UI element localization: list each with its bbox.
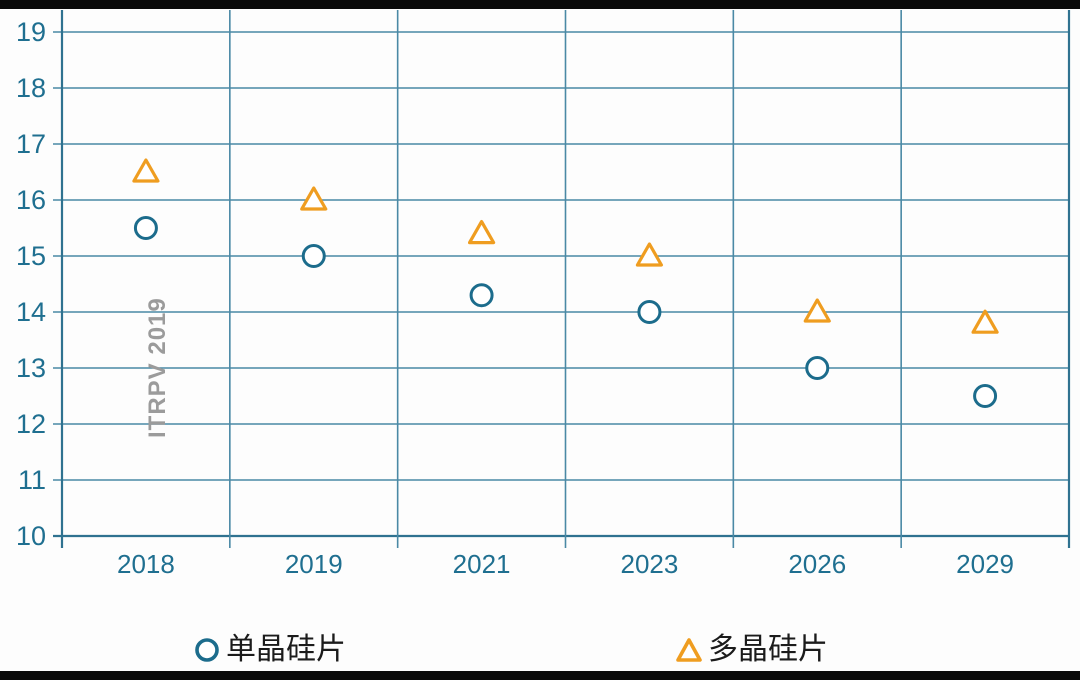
x-tick-label: 2021 — [453, 549, 511, 579]
triangle-marker-icon — [676, 638, 702, 662]
y-tick-label: 18 — [16, 73, 46, 103]
circle-marker-icon — [195, 638, 219, 662]
data-point-circle-mono — [469, 283, 494, 308]
data-point-triangle-poly — [300, 186, 328, 211]
y-tick-label: 17 — [16, 129, 46, 159]
y-tick-label: 19 — [16, 17, 46, 47]
x-tick-label: 2023 — [620, 549, 678, 579]
y-tick-label: 11 — [18, 465, 46, 495]
legend-label-poly-wafer: 多晶硅片 — [708, 633, 828, 666]
y-tick-label: 12 — [16, 409, 46, 439]
data-point-circle-mono — [637, 300, 662, 324]
data-point-circle-mono — [301, 244, 326, 268]
legend-item-poly-wafer: 多晶硅片 — [676, 630, 828, 670]
legend: 单晶硅片 多晶硅片 — [0, 630, 1080, 670]
chart-annotation-itrpv: ITRPV 2019 — [144, 297, 171, 438]
y-tick-label: 14 — [16, 297, 46, 327]
x-tick-label: 2029 — [956, 549, 1014, 579]
y-tick-label: 16 — [16, 185, 46, 215]
y-tick-label: 13 — [16, 353, 46, 383]
y-tick-label: 15 — [16, 241, 46, 271]
data-point-triangle-poly — [803, 298, 831, 323]
data-point-circle-mono — [805, 356, 830, 380]
y-tick-label: 10 — [16, 521, 46, 551]
data-point-circle-mono — [133, 216, 158, 240]
data-point-triangle-poly — [132, 158, 160, 183]
legend-label-mono-wafer: 单晶硅片 — [226, 633, 346, 666]
x-tick-label: 2018 — [117, 549, 175, 579]
x-tick-label: 2026 — [788, 549, 846, 579]
legend-item-mono-wafer: 单晶硅片 — [194, 630, 346, 670]
top-border-bar — [0, 0, 1080, 9]
x-tick-label: 2019 — [285, 549, 343, 579]
data-point-triangle-poly — [467, 220, 496, 245]
data-point-triangle-poly — [971, 309, 999, 334]
data-point-triangle-poly — [635, 242, 664, 267]
bottom-border-bar — [0, 671, 1080, 680]
data-point-circle-mono — [973, 384, 998, 408]
